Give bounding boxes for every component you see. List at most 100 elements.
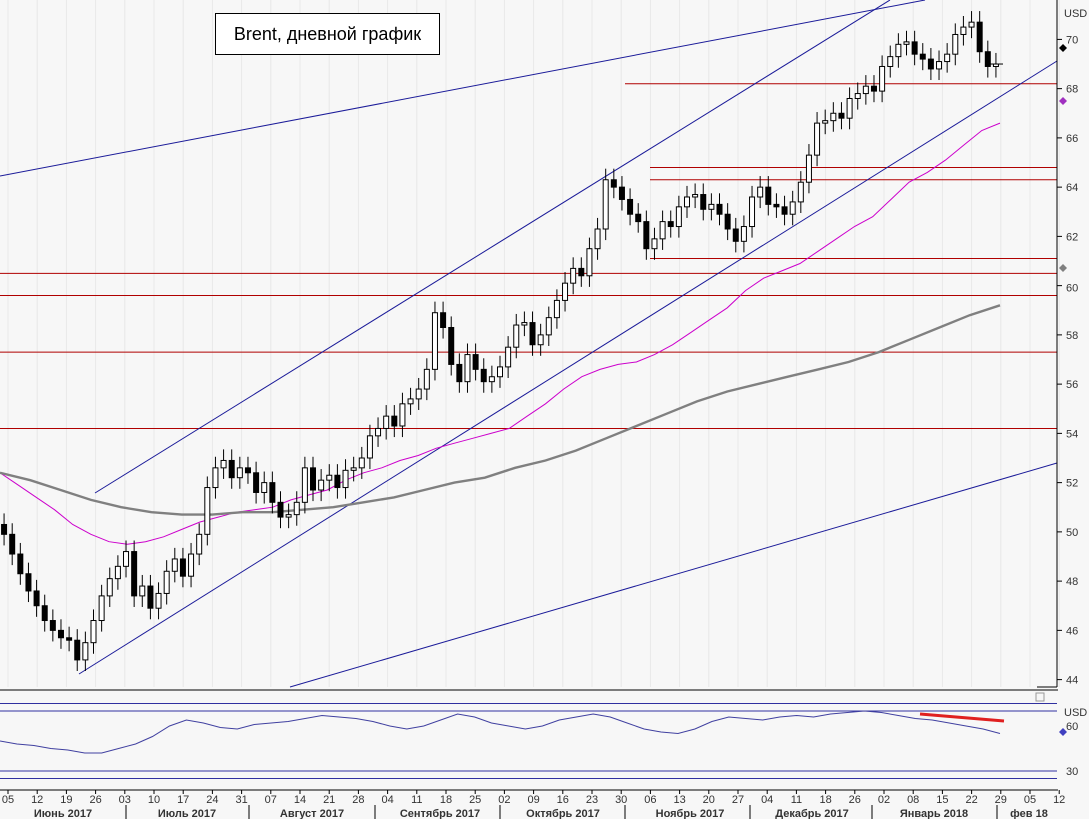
candle-body — [139, 585, 146, 597]
candle-body — [708, 203, 715, 210]
candle-body — [147, 585, 154, 609]
candle-body — [505, 346, 512, 368]
candle-body — [57, 629, 64, 639]
candle-body — [659, 221, 666, 240]
day-tick-label: 17 — [177, 794, 189, 806]
ma-slow-marker — [1059, 264, 1067, 272]
candle-body — [285, 514, 292, 518]
candle-body — [228, 459, 235, 479]
trendline-upper-long — [0, 0, 926, 177]
candle-body — [472, 354, 479, 370]
candle-body — [212, 467, 219, 489]
candle-body — [358, 457, 365, 469]
price-tick-label: 68 — [1066, 84, 1078, 96]
candle-body — [82, 642, 89, 661]
day-tick-label: 02 — [878, 794, 890, 806]
candle-body — [968, 21, 975, 28]
rsi-axis-unit: USD — [1064, 707, 1087, 719]
day-tick-label: 28 — [352, 794, 364, 806]
day-tick-label: 03 — [119, 794, 131, 806]
candle-body — [960, 26, 967, 35]
candle-body — [366, 435, 373, 459]
day-tick-label: 26 — [89, 794, 101, 806]
candle-body — [765, 186, 772, 205]
trendline-channel-bottom — [78, 60, 1058, 675]
month-label: Январь 2018 — [900, 808, 968, 819]
month-label: Ноябрь 2017 — [656, 808, 725, 819]
chart-title: Brent, дневной график — [215, 13, 440, 55]
candle-body — [854, 93, 861, 99]
day-tick-label: 07 — [265, 794, 277, 806]
candle-body — [350, 467, 357, 471]
candle-body — [553, 299, 560, 319]
candle-body — [497, 366, 503, 378]
day-tick-label: 19 — [60, 794, 72, 806]
month-label: Декабрь 2017 — [775, 808, 849, 819]
candle-body — [326, 474, 333, 481]
candle-body — [952, 33, 959, 55]
candle-body — [740, 226, 747, 242]
resistance-support-levels — [0, 83, 1057, 429]
month-label: Октябрь 2017 — [526, 808, 600, 819]
candle-body — [578, 267, 585, 277]
candle-body — [610, 179, 617, 188]
grid-lines — [7, 0, 1060, 687]
candle-body — [545, 317, 552, 336]
month-label: Сентябрь 2017 — [400, 808, 480, 819]
candle-body — [529, 322, 536, 346]
candle-body — [301, 467, 308, 503]
candle-body — [269, 482, 276, 503]
candle-body — [448, 326, 455, 365]
candle-body — [976, 21, 983, 53]
candle-body — [98, 595, 105, 622]
price-axis-unit: USD — [1064, 8, 1087, 20]
candle-body — [415, 388, 422, 400]
day-tick-label: 12 — [1053, 794, 1065, 806]
price-tick-label: 56 — [1066, 379, 1078, 391]
candle-body — [570, 267, 577, 284]
day-tick-label: 11 — [791, 794, 802, 806]
candle-body — [773, 203, 780, 208]
day-tick-label: 30 — [615, 794, 627, 806]
day-tick-label: 27 — [732, 794, 744, 806]
rsi-series-line — [0, 710, 1001, 754]
candle-body — [667, 221, 674, 228]
month-label: Июнь 2017 — [34, 808, 92, 819]
candle-body — [830, 112, 837, 122]
day-tick-label: 08 — [907, 794, 919, 806]
candle-body — [870, 85, 877, 92]
candle-body — [643, 221, 650, 250]
month-label: Июль 2017 — [158, 808, 216, 819]
price-tick-label: 44 — [1066, 675, 1078, 687]
candle-body — [635, 213, 642, 223]
day-tick-label: 05 — [1024, 794, 1036, 806]
candle-body — [171, 558, 178, 572]
candle-body — [513, 324, 520, 348]
price-candles — [1, 11, 1003, 671]
trendline-channel-top — [94, 0, 891, 494]
day-tick-label: 20 — [703, 794, 715, 806]
candle-body — [33, 590, 40, 607]
day-tick-label: 02 — [498, 794, 510, 806]
rsi-tick-label: 30 — [1066, 766, 1078, 778]
price-tick-label: 62 — [1066, 231, 1078, 243]
candle-body — [936, 61, 943, 70]
candle-body — [724, 213, 731, 230]
month-label: фев 18 — [1010, 808, 1048, 819]
last-price-marker — [1059, 44, 1067, 52]
candle-body — [781, 206, 788, 215]
candle-body — [9, 533, 16, 555]
candle-body — [236, 467, 243, 479]
rsi-divergence-line — [919, 712, 1005, 723]
ma-fast-marker — [1059, 97, 1067, 105]
candle-body — [155, 592, 162, 609]
day-tick-label: 16 — [557, 794, 569, 806]
candle-body — [456, 363, 463, 383]
candle-body — [944, 53, 951, 63]
candle-body — [919, 53, 926, 60]
rsi-tick-label: 60 — [1066, 721, 1078, 733]
candle-body — [805, 154, 812, 183]
candle-body — [179, 558, 186, 577]
day-tick-label: 12 — [31, 794, 43, 806]
moving-average-line — [0, 304, 1001, 516]
